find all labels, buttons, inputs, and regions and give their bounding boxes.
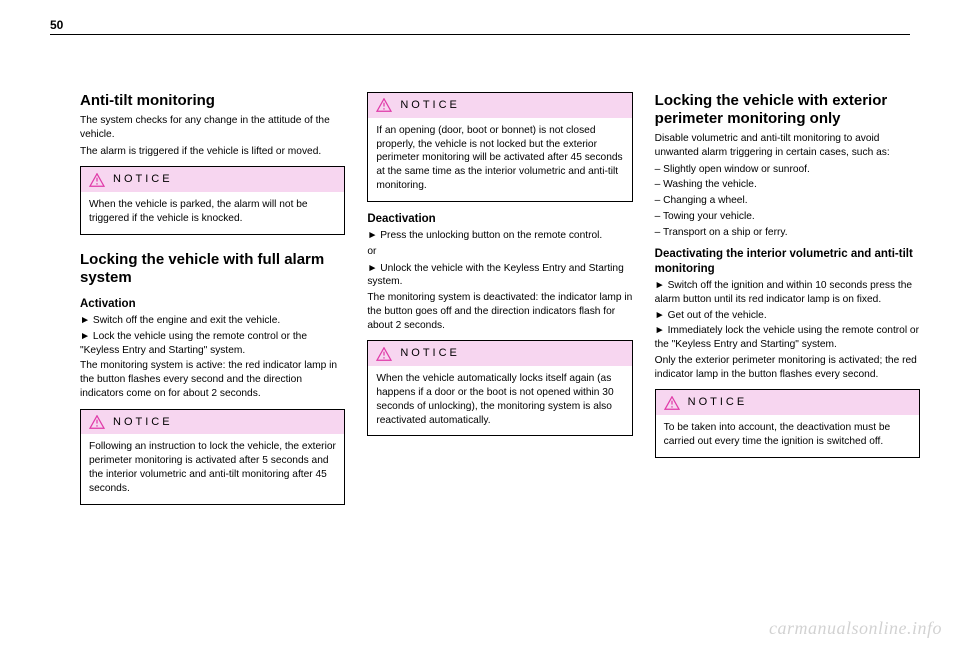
para: The system checks for any change in the … <box>80 114 345 142</box>
notice-body: To be taken into account, the deactivati… <box>656 415 919 457</box>
para-or: or <box>367 245 632 259</box>
column-3: Locking the vehicle with exterior perime… <box>655 92 920 515</box>
para: The alarm is triggered if the vehicle is… <box>80 145 345 159</box>
notice-label: NOTICE <box>113 415 173 430</box>
dash-item: Towing your vehicle. <box>655 210 920 224</box>
dash-item: Transport on a ship or ferry. <box>655 226 920 240</box>
notice-label: NOTICE <box>400 98 460 113</box>
page-number: 50 <box>50 18 63 32</box>
subheading-deactivation: Deactivation <box>367 212 632 226</box>
bullet: Immediately lock the vehicle using the r… <box>655 324 920 352</box>
notice-box: NOTICE When the vehicle automatically lo… <box>367 340 632 436</box>
notice-header: NOTICE <box>368 341 631 366</box>
notice-body: When the vehicle automatically locks its… <box>368 366 631 435</box>
content-area: Anti-tilt monitoring The system checks f… <box>80 92 920 515</box>
para: Disable volumetric and anti-tilt monitor… <box>655 132 920 160</box>
column-2: NOTICE If an opening (door, boot or bonn… <box>367 92 632 515</box>
notice-box: NOTICE If an opening (door, boot or bonn… <box>367 92 632 202</box>
top-rule <box>50 34 910 35</box>
column-1: Anti-tilt monitoring The system checks f… <box>80 92 345 515</box>
notice-header: NOTICE <box>81 410 344 435</box>
notice-box: NOTICE To be taken into account, the dea… <box>655 389 920 457</box>
subheading-activation: Activation <box>80 297 345 311</box>
warning-triangle-icon <box>664 396 680 410</box>
para: The monitoring system is deactivated: th… <box>367 291 632 332</box>
bullet: Get out of the vehicle. <box>655 309 920 323</box>
dash-item: Washing the vehicle. <box>655 178 920 192</box>
notice-box: NOTICE Following an instruction to lock … <box>80 409 345 505</box>
bullet: Unlock the vehicle with the Keyless Entr… <box>367 262 632 290</box>
warning-triangle-icon <box>376 347 392 361</box>
notice-label: NOTICE <box>400 346 460 361</box>
notice-label: NOTICE <box>113 172 173 187</box>
dash-item: Changing a wheel. <box>655 194 920 208</box>
bullet: Switch off the ignition and within 10 se… <box>655 279 920 307</box>
notice-header: NOTICE <box>656 390 919 415</box>
bullet: Switch off the engine and exit the vehic… <box>80 314 345 328</box>
warning-triangle-icon <box>376 98 392 112</box>
bullet: Lock the vehicle using the remote contro… <box>80 330 345 358</box>
heading-locking-perimeter: Locking the vehicle with exterior perime… <box>655 92 920 128</box>
notice-body: Following an instruction to lock the veh… <box>81 434 344 503</box>
bullet: Press the unlocking button on the remote… <box>367 229 632 243</box>
notice-label: NOTICE <box>688 395 748 410</box>
warning-triangle-icon <box>89 415 105 429</box>
notice-header: NOTICE <box>81 167 344 192</box>
heading-locking-full: Locking the vehicle with full alarm syst… <box>80 251 345 287</box>
notice-body: When the vehicle is parked, the alarm wi… <box>81 192 344 234</box>
subheading-deactivating-volumetric: Deactivating the interior volumetric and… <box>655 247 920 276</box>
warning-triangle-icon <box>89 173 105 187</box>
para: The monitoring system is active: the red… <box>80 359 345 400</box>
para: Only the exterior perimeter monitoring i… <box>655 354 920 382</box>
notice-header: NOTICE <box>368 93 631 118</box>
dash-item: Slightly open window or sunroof. <box>655 163 920 177</box>
notice-box: NOTICE When the vehicle is parked, the a… <box>80 166 345 234</box>
watermark: carmanualsonline.info <box>769 618 942 639</box>
heading-anti-tilt: Anti-tilt monitoring <box>80 92 345 110</box>
notice-body: If an opening (door, boot or bonnet) is … <box>368 118 631 201</box>
